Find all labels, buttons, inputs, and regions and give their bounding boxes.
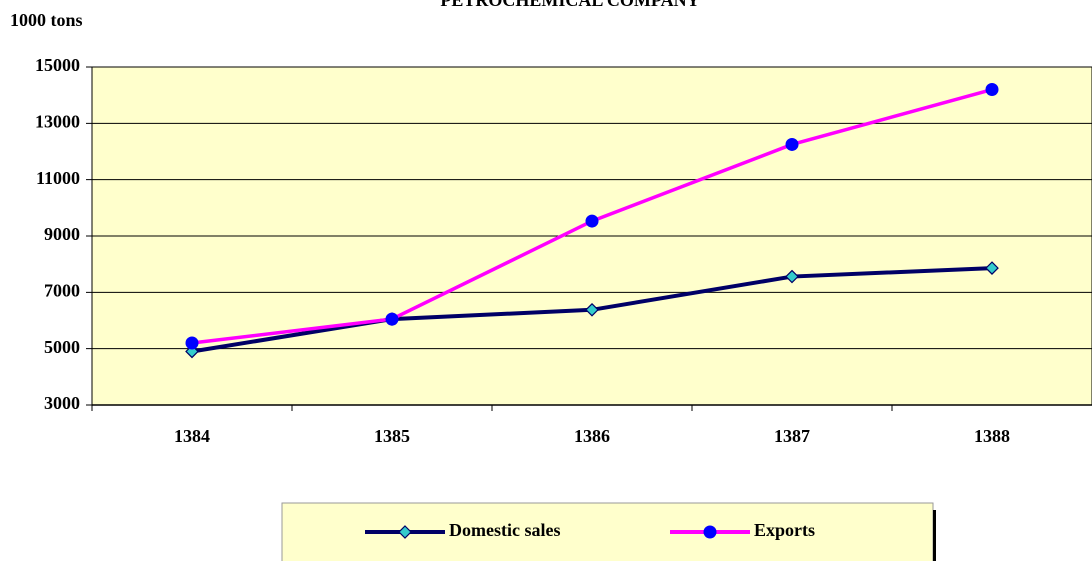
data-point xyxy=(185,336,199,350)
data-point xyxy=(985,261,999,275)
legend-label: Domestic sales xyxy=(449,520,560,540)
data-point xyxy=(785,269,799,284)
data-point xyxy=(385,312,399,326)
legend-marker xyxy=(703,525,717,539)
data-point xyxy=(585,214,599,228)
legend-shadow xyxy=(933,510,936,561)
data-point xyxy=(985,83,999,97)
legend-label: Exports xyxy=(754,520,815,540)
y-tick-label: 3000 xyxy=(44,393,80,413)
data-point xyxy=(185,344,199,359)
x-tick-label: 1388 xyxy=(974,426,1010,446)
y-tick-label: 9000 xyxy=(44,224,80,244)
x-tick-label: 1386 xyxy=(574,426,610,446)
x-tick-label: 1384 xyxy=(174,426,210,446)
y-tick-label: 7000 xyxy=(44,280,80,300)
y-tick-label: 5000 xyxy=(44,337,80,357)
x-tick-label: 1387 xyxy=(774,426,810,446)
legend-marker xyxy=(398,525,412,539)
y-tick-label: 13000 xyxy=(35,111,80,131)
x-tick-label: 1385 xyxy=(374,426,410,446)
y-tick-label: 15000 xyxy=(35,55,80,75)
y-axis-label: 1000 tons xyxy=(10,10,83,30)
data-point xyxy=(585,302,599,317)
y-tick-label: 11000 xyxy=(36,168,80,188)
data-point xyxy=(785,137,799,151)
chart-title: PETROCHEMICAL COMPANY xyxy=(440,0,699,10)
